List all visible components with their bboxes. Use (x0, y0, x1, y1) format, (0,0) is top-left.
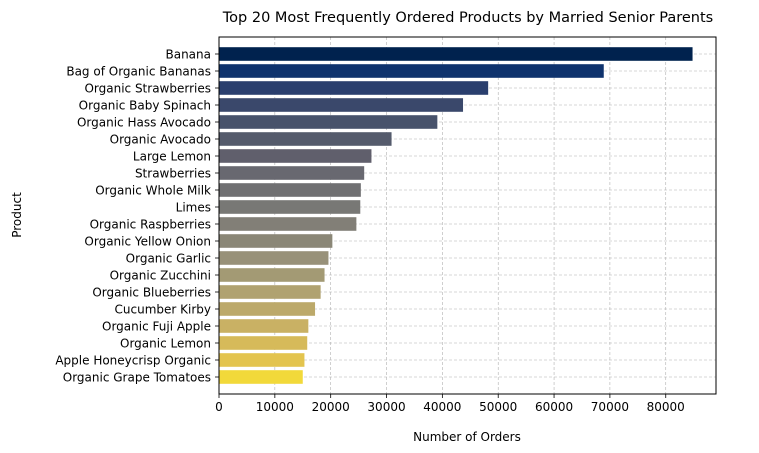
y-tick-label: Limes (176, 200, 211, 214)
bar (219, 370, 303, 384)
y-tick-label: Organic Lemon (120, 336, 211, 350)
bar (219, 98, 464, 112)
y-tick-label: Bag of Organic Bananas (66, 64, 211, 78)
plot-frame (218, 36, 717, 395)
x-tick-label: 60000 (535, 400, 573, 414)
x-tick-label: 0 (215, 400, 223, 414)
y-tick-label: Organic Blueberries (92, 285, 211, 299)
bar (219, 353, 305, 367)
y-tick-label: Organic Zucchini (110, 268, 211, 282)
bars-group (219, 47, 693, 384)
bar (219, 47, 693, 61)
bar (219, 268, 325, 282)
bar (219, 217, 357, 231)
bar (219, 64, 604, 78)
y-tick-label: Organic Strawberries (84, 81, 211, 95)
bar (219, 149, 372, 163)
x-tick-label: 70000 (591, 400, 629, 414)
x-tick-label: 30000 (367, 400, 405, 414)
y-tick-label: Organic Baby Spinach (79, 98, 211, 112)
y-tick-label: Apple Honeycrisp Organic (55, 353, 211, 367)
bar (219, 132, 392, 146)
y-tick-label: Organic Raspberries (90, 217, 211, 231)
bar (219, 285, 321, 299)
bar (219, 81, 489, 95)
y-tick-label: Organic Avocado (110, 132, 211, 146)
bar (219, 115, 438, 129)
bar (219, 200, 361, 214)
chart-title: Top 20 Most Frequently Ordered Products … (222, 10, 713, 26)
x-tick-label: 10000 (256, 400, 294, 414)
y-tick-label: Organic Whole Milk (95, 183, 211, 197)
x-tick-labels: 0 10000 20000 30000 40000 50000 60000 70000 8000… (215, 394, 685, 414)
bar (219, 183, 361, 197)
y-tick-label: Banana (165, 47, 211, 61)
y-tick-label: Organic Fuji Apple (102, 319, 211, 333)
x-tick-label: 40000 (423, 400, 461, 414)
x-tick-label: 20000 (312, 400, 350, 414)
bar (219, 336, 308, 350)
bar (219, 251, 329, 265)
y-tick-label: Organic Hass Avocado (77, 115, 211, 129)
bar (219, 302, 316, 316)
y-tick-label: Cucumber Kirby (115, 302, 211, 316)
bar (219, 319, 309, 333)
x-axis-title: Number of Orders (413, 430, 521, 444)
y-tick-label: Organic Yellow Onion (84, 234, 211, 248)
y-tick-labels: Banana Bag of Organic Bananas Organic Stra… (55, 47, 219, 384)
y-tick-label: Organic Grape Tomatoes (63, 370, 211, 384)
y-axis-title: Product (10, 192, 24, 238)
y-tick-label: Strawberries (135, 166, 211, 180)
bar (219, 166, 365, 180)
x-tick-label: 50000 (479, 400, 517, 414)
bar (219, 234, 333, 248)
x-tick-label: 80000 (647, 400, 685, 414)
y-tick-label: Large Lemon (133, 149, 211, 163)
y-tick-label: Organic Garlic (126, 251, 211, 265)
